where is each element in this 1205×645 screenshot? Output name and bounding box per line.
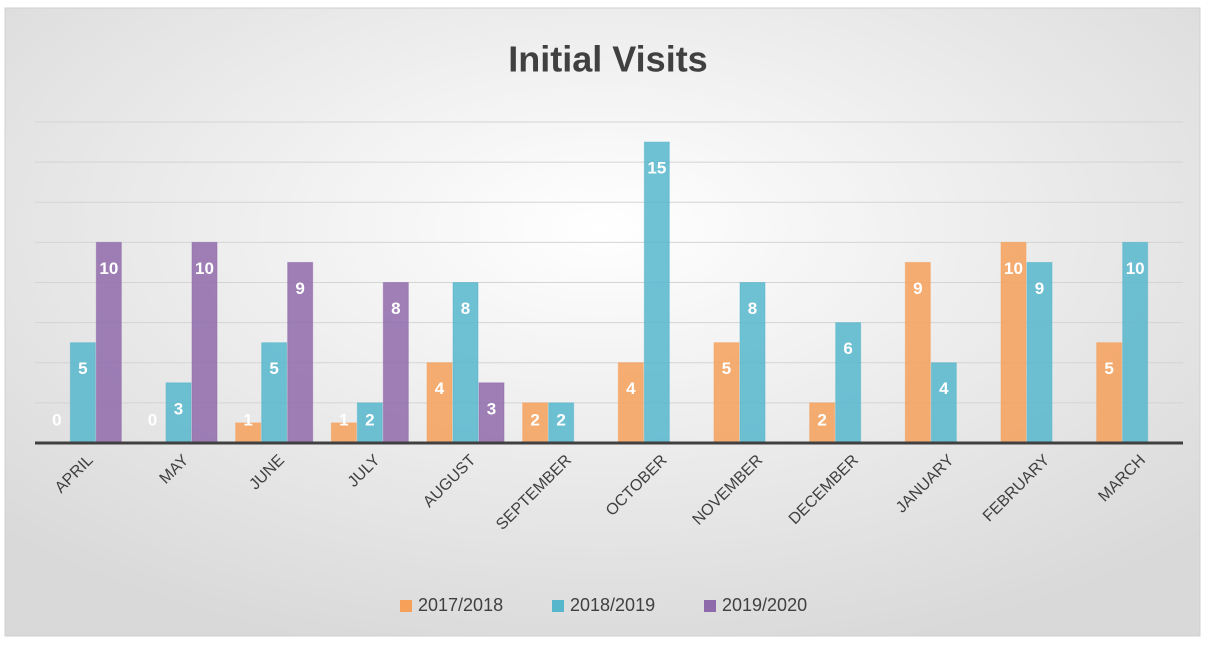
data-label: 10	[99, 259, 118, 278]
data-label: 0	[148, 410, 157, 429]
bar	[69, 342, 96, 444]
legend-swatch	[400, 600, 412, 612]
legend-swatch	[704, 600, 716, 612]
data-label: 3	[487, 399, 496, 418]
bar	[739, 282, 766, 444]
bar	[809, 402, 836, 444]
data-label: 1	[243, 410, 252, 429]
data-label: 5	[78, 359, 87, 378]
bar	[643, 141, 670, 444]
data-label: 9	[913, 279, 922, 298]
bar	[1026, 261, 1053, 444]
legend-label: 2019/2020	[722, 595, 807, 615]
bar	[382, 282, 409, 444]
data-label: 9	[295, 279, 304, 298]
legend-label: 2017/2018	[418, 595, 503, 615]
bar	[261, 342, 288, 444]
data-label: 5	[1104, 359, 1113, 378]
data-label: 15	[647, 159, 666, 178]
bar	[191, 241, 218, 444]
data-label: 4	[626, 379, 636, 398]
data-label: 8	[461, 299, 470, 318]
data-label: 9	[1035, 279, 1044, 298]
data-label: 0	[52, 410, 61, 429]
data-label: 3	[174, 399, 183, 418]
bar	[478, 382, 505, 444]
bar	[548, 402, 575, 444]
data-label: 2	[556, 410, 565, 429]
legend-swatch	[552, 600, 564, 612]
bar	[904, 261, 931, 444]
data-label: 2	[817, 410, 826, 429]
data-label: 5	[722, 359, 731, 378]
bar	[930, 362, 957, 444]
bar	[1122, 241, 1149, 444]
data-label: 8	[391, 299, 400, 318]
bar	[426, 362, 453, 444]
bar	[522, 402, 549, 444]
bar	[1096, 342, 1123, 444]
data-label: 10	[195, 259, 214, 278]
bar	[713, 342, 740, 444]
bar	[617, 362, 644, 444]
data-label: 10	[1004, 259, 1023, 278]
data-label: 4	[939, 379, 949, 398]
bar	[835, 322, 862, 444]
data-label: 6	[843, 339, 852, 358]
bar	[452, 282, 479, 444]
legend-label: 2018/2019	[570, 595, 655, 615]
data-label: 1	[339, 410, 348, 429]
chart-title: Initial Visits	[508, 39, 707, 80]
bar	[95, 241, 122, 444]
data-label: 2	[365, 410, 374, 429]
data-label: 5	[269, 359, 278, 378]
data-label: 10	[1126, 259, 1145, 278]
data-label: 8	[748, 299, 757, 318]
data-label: 4	[435, 379, 445, 398]
data-label: 2	[530, 410, 539, 429]
